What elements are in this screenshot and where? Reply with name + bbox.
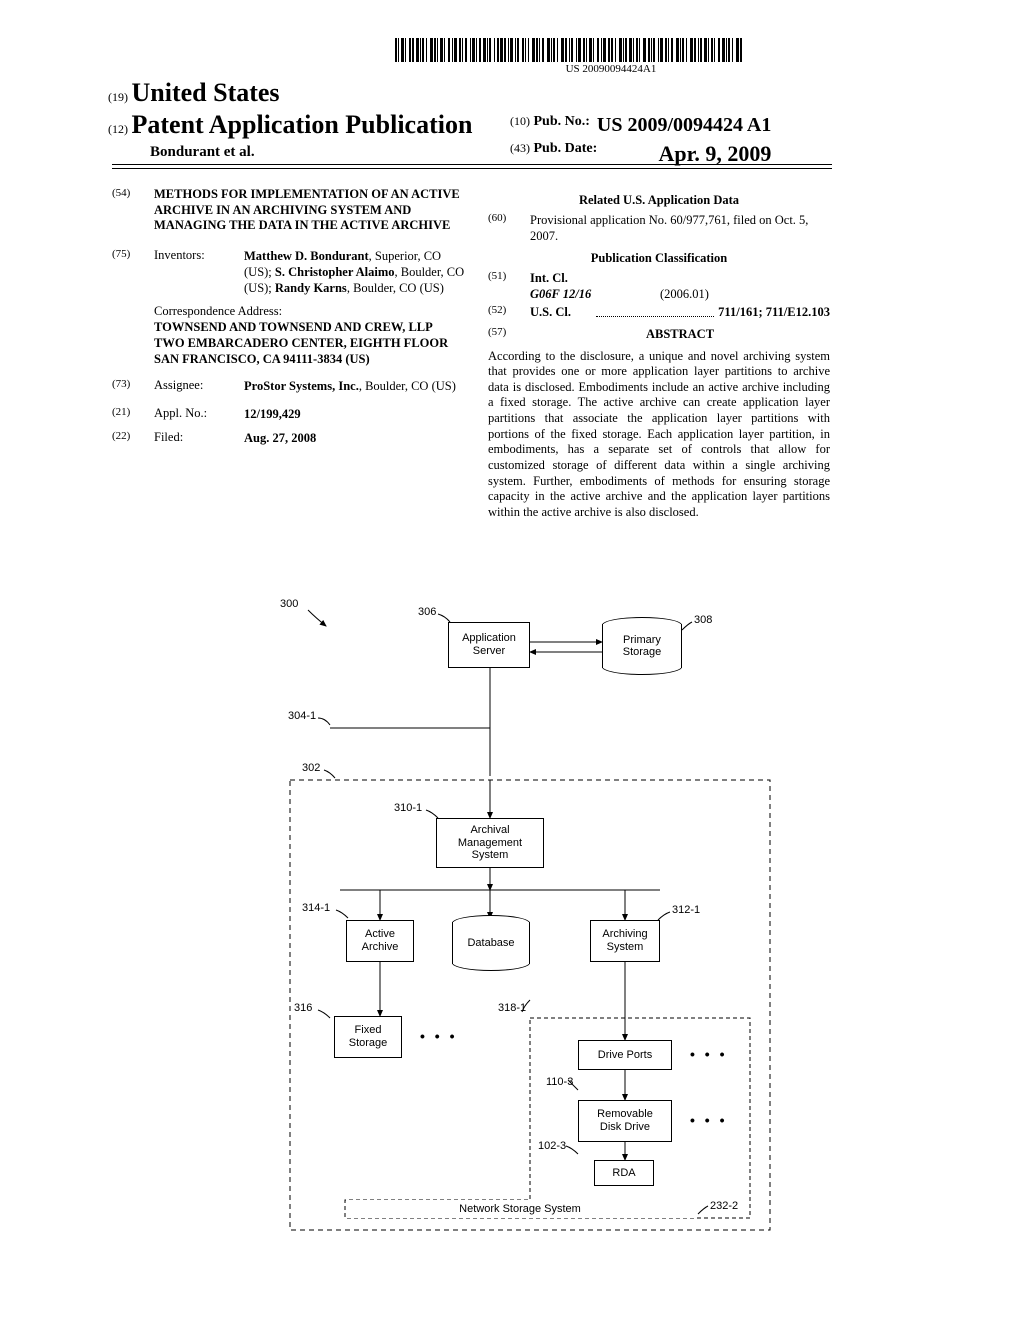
box-drive-ports: Drive Ports <box>578 1040 672 1070</box>
rule-top <box>112 164 832 165</box>
uscl-value: 711/161; 711/E12.103 <box>718 304 830 320</box>
applno-label: Appl. No.: <box>154 406 244 422</box>
ref-314-1: 314-1 <box>302 902 330 914</box>
ref-308: 308 <box>694 614 712 626</box>
correspondence-line-0: TOWNSEND AND TOWNSEND AND CREW, LLP <box>154 319 470 335</box>
rule-bottom <box>112 168 832 169</box>
inventors-text: Matthew D. Bondurant, Superior, CO (US);… <box>244 248 470 297</box>
header-right: (10) Pub. No.: US 2009/0094424 A1 (43) P… <box>510 114 771 167</box>
intcl-label: Int. Cl. <box>530 270 592 286</box>
code-22: (22) <box>112 430 154 446</box>
abstract-text: According to the disclosure, a unique an… <box>488 349 830 521</box>
box-rda: RDA <box>594 1160 654 1186</box>
country: United States <box>132 78 280 107</box>
barcode-text: US 20090094424A1 <box>395 63 827 75</box>
box-nss: Network Storage System <box>346 1200 694 1218</box>
ref-110-3: 110-3 <box>546 1076 573 1088</box>
code-52: (52) <box>488 304 530 320</box>
box-fixed-storage: Fixed Storage <box>334 1016 402 1058</box>
ref-304-1: 304-1 <box>288 710 316 722</box>
box-ams: Archival Management System <box>436 818 544 868</box>
dots-1: • • • <box>420 1028 457 1044</box>
ref-232-2: 232-2 <box>710 1200 738 1212</box>
related-heading: Related U.S. Application Data <box>488 193 830 208</box>
box-active-archive: Active Archive <box>346 920 414 962</box>
ref-300: 300 <box>280 598 298 610</box>
intcl-code: G06F 12/16 <box>530 286 660 302</box>
intcl-year: (2006.01) <box>660 286 709 302</box>
ref-310-1: 310-1 <box>394 802 422 814</box>
code-12: (12) <box>108 122 128 136</box>
code-73: (73) <box>112 378 154 394</box>
inventors-label: Inventors: <box>154 248 244 297</box>
code-51: (51) <box>488 270 530 303</box>
box-removable-disk-drive: Removable Disk Drive <box>578 1100 672 1142</box>
classification-heading: Publication Classification <box>488 251 830 266</box>
applno-text: 12/199,429 <box>244 406 470 422</box>
code-19: (19) <box>108 90 128 104</box>
box-archiving-system: Archiving System <box>590 920 660 962</box>
related-text: Provisional application No. 60/977,761, … <box>530 212 830 245</box>
correspondence-line-2: SAN FRANCISCO, CA 94111-3834 (US) <box>154 351 470 367</box>
cyl-primary-storage: Primary Storage <box>602 624 682 668</box>
pubno: US 2009/0094424 A1 <box>597 114 771 137</box>
barcode-bars <box>395 38 827 62</box>
assignee-text: ProStor Systems, Inc., Boulder, CO (US) <box>244 378 470 394</box>
barcode: US 20090094424A1 <box>395 38 827 66</box>
assignee-label: Assignee: <box>154 378 244 394</box>
code-21: (21) <box>112 406 154 422</box>
filed-text: Aug. 27, 2008 <box>244 430 470 446</box>
patent-title: METHODS FOR IMPLEMENTATION OF AN ACTIVE … <box>154 187 470 234</box>
left-column: (54) METHODS FOR IMPLEMENTATION OF AN AC… <box>112 187 470 452</box>
code-60: (60) <box>488 212 530 245</box>
cyl-database: Database <box>452 922 530 964</box>
diagram: 300 306 308 304-1 302 310-1 314-1 312-1 … <box>230 600 790 1235</box>
dots-3: • • • <box>690 1112 727 1128</box>
code-75: (75) <box>112 248 154 297</box>
ref-302: 302 <box>302 762 320 774</box>
code-57: (57) <box>488 326 530 342</box>
code-54: (54) <box>112 187 154 234</box>
dotted-leader <box>596 304 714 317</box>
correspondence-block: Correspondence Address: TOWNSEND AND TOW… <box>154 303 470 368</box>
ref-316: 316 <box>294 1002 312 1014</box>
abstract-heading: ABSTRACT <box>530 326 830 342</box>
publication-type: Patent Application Publication <box>132 110 473 139</box>
filed-label: Filed: <box>154 430 244 446</box>
pubno-label: Pub. No.: <box>534 114 590 137</box>
dots-2: • • • <box>690 1046 727 1062</box>
ref-102-3: 102-3 <box>538 1140 566 1152</box>
right-column: Related U.S. Application Data (60) Provi… <box>488 187 830 520</box>
box-app-server: Application Server <box>448 622 530 668</box>
code-10: (10) <box>510 114 530 137</box>
correspondence-line-1: TWO EMBARCADERO CENTER, EIGHTH FLOOR <box>154 335 470 351</box>
correspondence-label: Correspondence Address: <box>154 303 470 319</box>
uscl-label: U.S. Cl. <box>530 304 592 320</box>
ref-306: 306 <box>418 606 436 618</box>
ref-318-1: 318-1 <box>498 1002 526 1014</box>
ref-312-1: 312-1 <box>672 904 700 916</box>
